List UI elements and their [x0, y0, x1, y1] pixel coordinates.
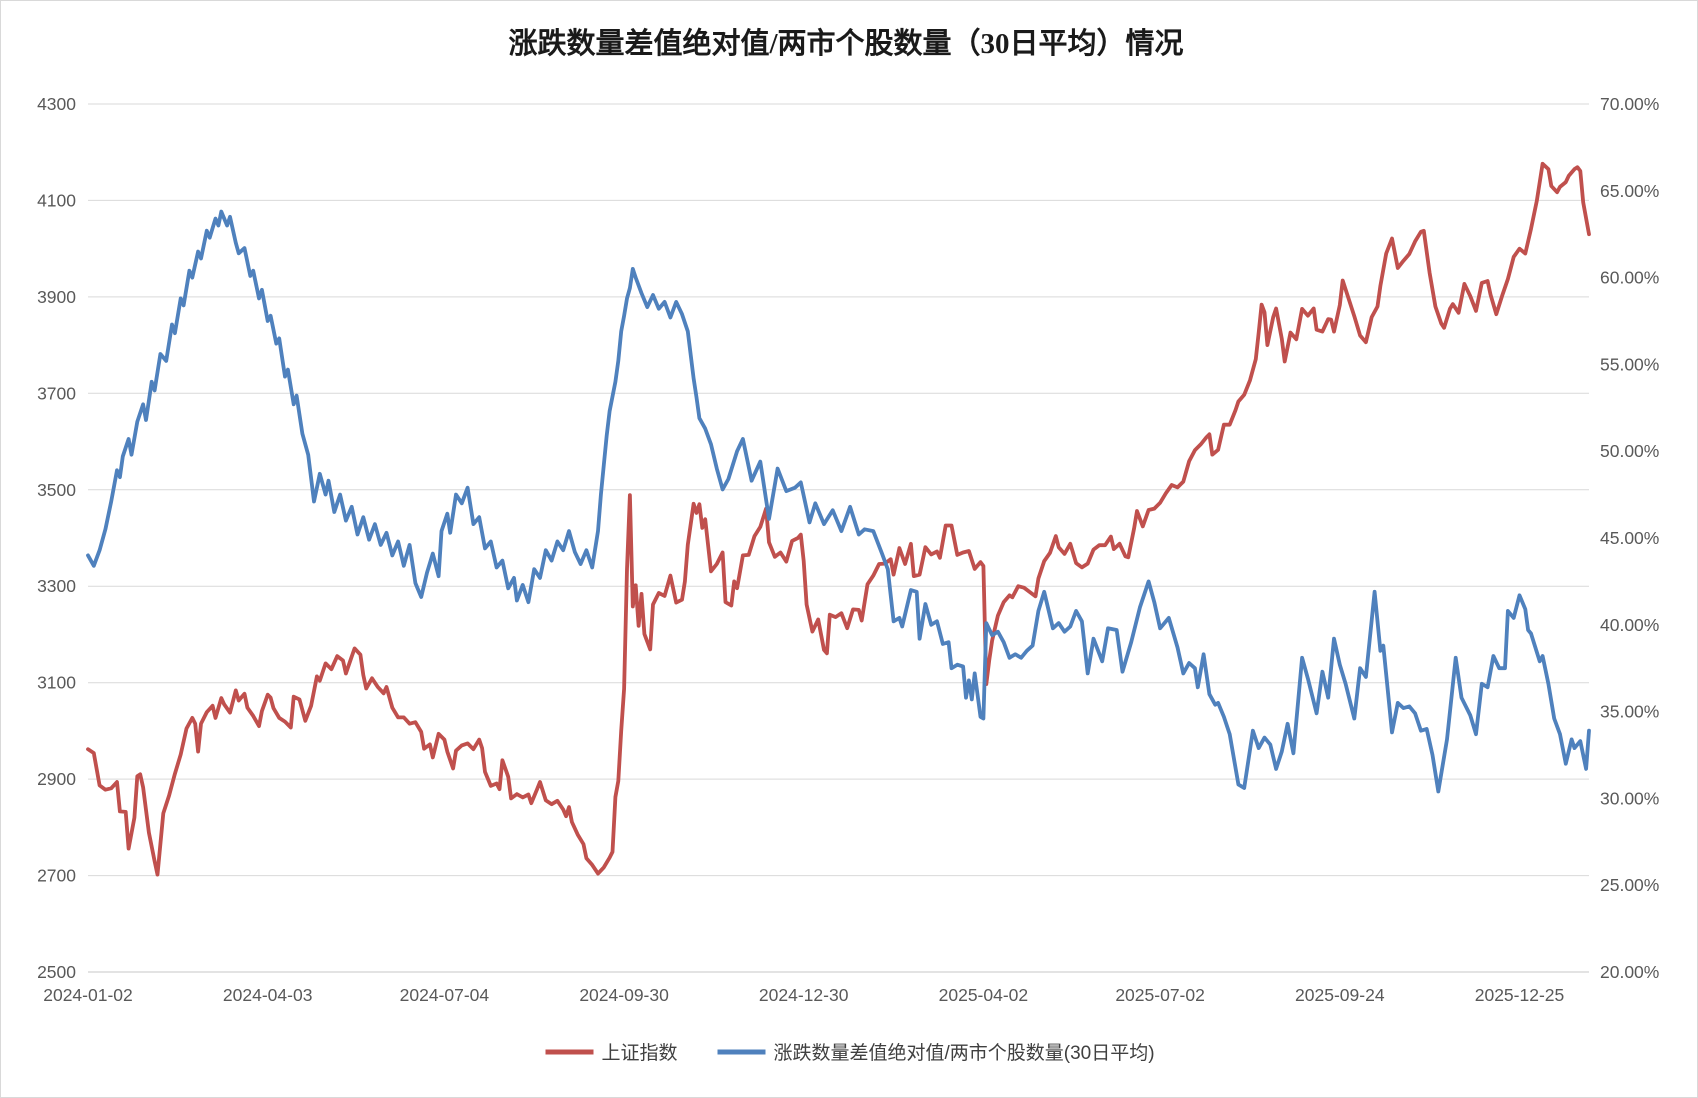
y-right-tick-label: 55.00%	[1600, 354, 1659, 374]
gridlines	[88, 103, 1589, 973]
x-tick-label: 2024-12-30	[759, 985, 849, 1005]
y-left-tick-label: 3300	[37, 576, 76, 596]
x-tick-label: 2025-07-02	[1115, 985, 1205, 1005]
series-line-breadth-ratio	[86, 209, 1591, 794]
x-tick-label: 2025-04-02	[939, 985, 1029, 1005]
legend-label-shanghai-index: 上证指数	[602, 1042, 678, 1064]
y-left-tick-label: 3500	[37, 480, 76, 500]
y-left-tick-label: 2900	[37, 769, 76, 789]
legend: 上证指数 涨跌数量差值绝对值/两市个股数量(30日平均)	[545, 1042, 1155, 1064]
y-left-tick-label: 2700	[37, 866, 76, 886]
y-left-tick-label: 3700	[37, 383, 76, 403]
y-right-tick-label: 30.00%	[1600, 788, 1659, 808]
y-left-tick-label: 3900	[37, 287, 76, 307]
y-left-tick-label: 2500	[37, 962, 76, 982]
y-right-tick-label: 40.00%	[1600, 615, 1659, 635]
y-right-tick-label: 60.00%	[1600, 268, 1659, 288]
x-tick-label: 2025-12-25	[1475, 985, 1565, 1005]
y-axis-right-tick-labels: 20.00% 25.00% 30.00% 35.00% 40.00% 45.00% 50.0…	[1600, 94, 1659, 982]
y-axis-left-tick-labels: 2500 2700 2900 3100 3300 3500 3700 3900 4100 4300	[37, 94, 76, 982]
x-tick-label: 2025-09-24	[1295, 985, 1385, 1005]
x-tick-label: 2024-04-03	[223, 985, 313, 1005]
y-right-tick-label: 25.00%	[1600, 875, 1659, 895]
y-left-tick-label: 4100	[37, 190, 76, 210]
legend-item-shanghai-index: 上证指数	[545, 1042, 678, 1064]
chart-title: 涨跌数量差值绝对值/两市个股数量（30日平均）情况	[508, 26, 1183, 60]
y-right-tick-label: 65.00%	[1600, 181, 1659, 201]
y-left-tick-label: 4300	[37, 94, 76, 114]
y-right-tick-label: 45.00%	[1600, 528, 1659, 548]
x-axis-tick-labels: 2024-01-02 2024-04-03 2024-07-04 2024-09-30…	[43, 985, 1564, 1005]
y-right-tick-label: 20.00%	[1600, 962, 1659, 982]
x-tick-label: 2024-09-30	[579, 985, 669, 1005]
series-line-shanghai-index	[86, 161, 1591, 877]
y-right-tick-label: 35.00%	[1600, 702, 1659, 722]
x-tick-label: 2024-01-02	[43, 985, 133, 1005]
x-tick-label: 2024-07-04	[400, 985, 490, 1005]
y-right-tick-label: 50.00%	[1600, 441, 1659, 461]
legend-label-breadth-ratio: 涨跌数量差值绝对值/两市个股数量(30日平均)	[774, 1042, 1155, 1064]
legend-item-breadth-ratio: 涨跌数量差值绝对值/两市个股数量(30日平均)	[717, 1042, 1155, 1064]
y-left-tick-label: 3100	[37, 673, 76, 693]
y-right-tick-label: 70.00%	[1600, 94, 1659, 114]
